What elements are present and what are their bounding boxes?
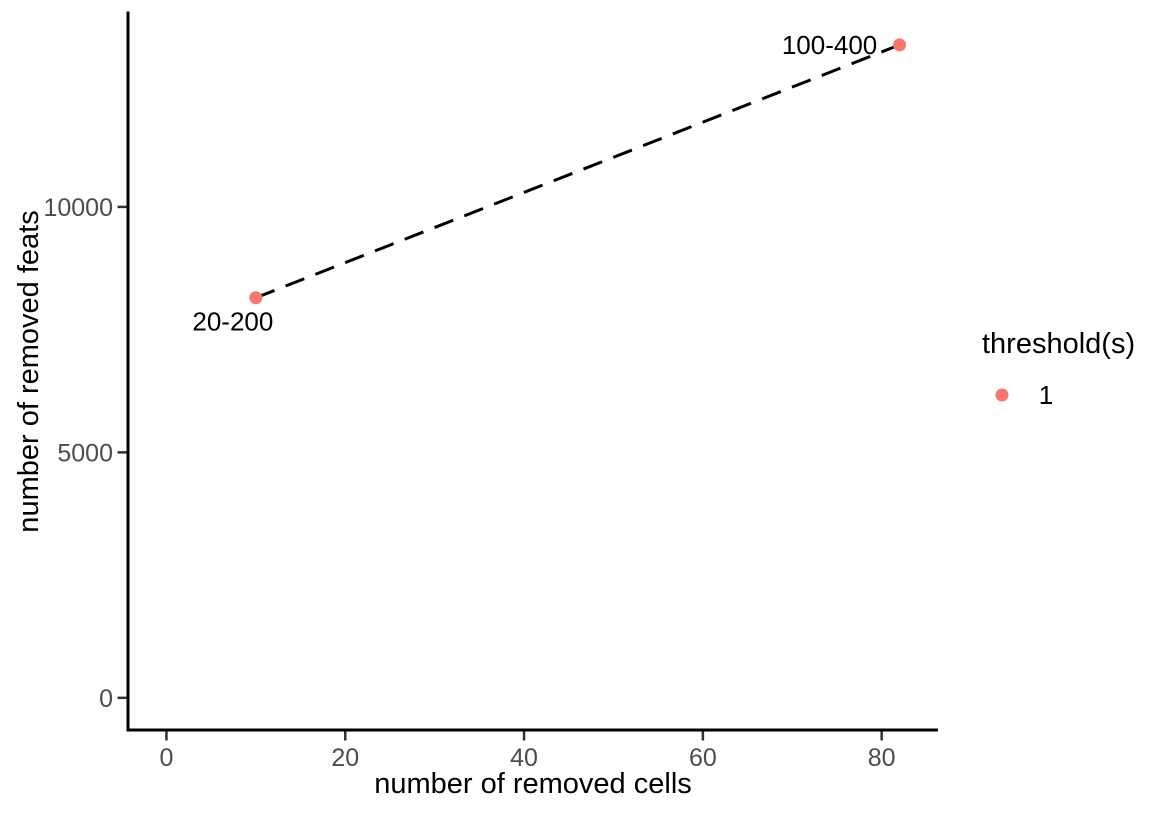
legend-key-dot [995, 388, 1009, 402]
legend-item-label: 1 [1039, 380, 1053, 410]
y-tick-label: 5000 [57, 439, 113, 467]
data-point [893, 38, 907, 52]
data-point [249, 291, 263, 305]
y-axis-title: number of removed feats [13, 210, 45, 532]
point-label: 100-400 [782, 30, 877, 60]
x-tick-label: 20 [331, 744, 359, 772]
x-tick-label: 0 [159, 744, 173, 772]
x-tick-label: 80 [868, 744, 896, 772]
dashed-connector-line [255, 43, 901, 300]
legend-title: threshold(s) [982, 328, 1135, 360]
y-tick-label: 10000 [43, 194, 113, 222]
y-tick-label: 0 [99, 685, 113, 713]
x-tick-label: 40 [510, 744, 538, 772]
x-tick-label: 60 [689, 744, 717, 772]
x-axis-title: number of removed cells [374, 768, 692, 800]
point-label: 20-200 [192, 307, 273, 337]
